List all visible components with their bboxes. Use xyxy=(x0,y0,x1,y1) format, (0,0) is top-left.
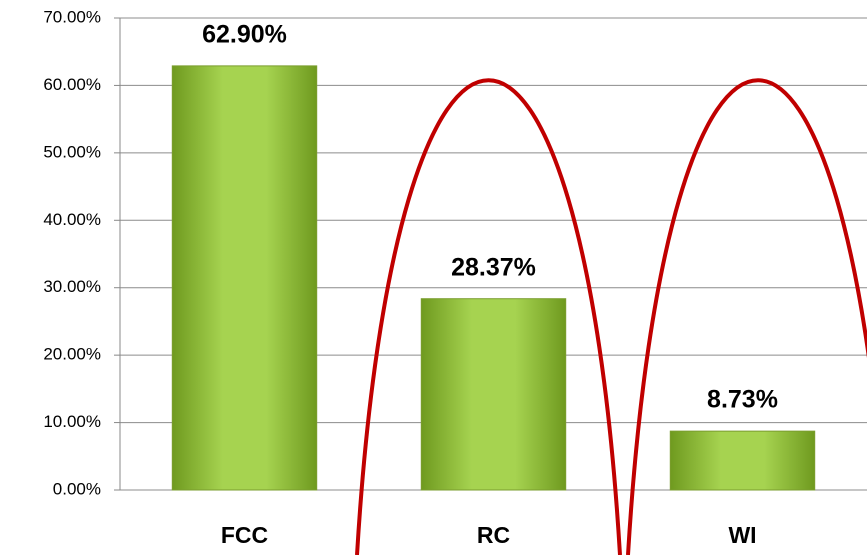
y-tick-label: 0.00% xyxy=(53,479,101,498)
bar xyxy=(669,430,816,491)
y-tick-label: 10.00% xyxy=(43,412,101,431)
y-tick-label: 50.00% xyxy=(43,142,101,161)
labels: 0.00% 10.00% 20.00% 30.00% 40.00% 50.00% 60.00… xyxy=(43,7,778,548)
bar xyxy=(420,298,567,491)
data-label: 8.73% xyxy=(707,386,778,414)
x-tick-label: RC xyxy=(477,522,510,548)
data-label: 28.37% xyxy=(451,253,536,281)
data-label: 62.90% xyxy=(202,20,287,48)
bar xyxy=(171,65,318,491)
y-tick-label: 60.00% xyxy=(43,75,101,94)
arc xyxy=(355,78,622,555)
y-tick-label: 20.00% xyxy=(43,345,101,364)
x-tick-label: WI xyxy=(728,522,756,548)
bars xyxy=(171,65,816,491)
x-tick-label: FCC xyxy=(221,522,268,548)
arc xyxy=(626,78,867,555)
y-tick-label: 70.00% xyxy=(43,7,101,26)
y-tick-label: 30.00% xyxy=(43,277,101,296)
y-tick-label: 40.00% xyxy=(43,210,101,229)
